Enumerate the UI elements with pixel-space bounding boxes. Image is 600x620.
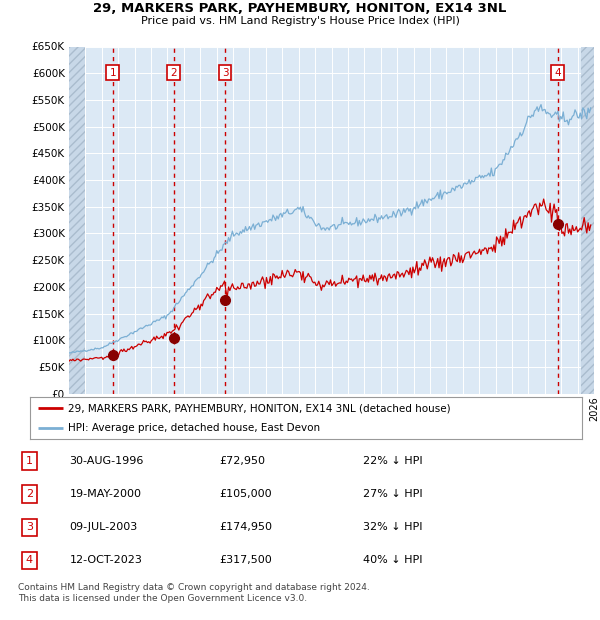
Text: £174,950: £174,950 — [220, 523, 272, 533]
Text: 29, MARKERS PARK, PAYHEMBURY, HONITON, EX14 3NL (detached house): 29, MARKERS PARK, PAYHEMBURY, HONITON, E… — [68, 403, 450, 413]
Text: HPI: Average price, detached house, East Devon: HPI: Average price, detached house, East… — [68, 423, 320, 433]
Text: 40% ↓ HPI: 40% ↓ HPI — [364, 556, 423, 565]
Text: 27% ↓ HPI: 27% ↓ HPI — [364, 489, 423, 499]
Text: 12-OCT-2023: 12-OCT-2023 — [70, 556, 142, 565]
Text: £317,500: £317,500 — [220, 556, 272, 565]
Text: 19-MAY-2000: 19-MAY-2000 — [70, 489, 142, 499]
Text: £72,950: £72,950 — [220, 456, 265, 466]
Bar — [581, 46, 596, 394]
Text: This data is licensed under the Open Government Licence v3.0.: This data is licensed under the Open Gov… — [18, 594, 307, 603]
Text: 4: 4 — [554, 68, 561, 78]
Text: £105,000: £105,000 — [220, 489, 272, 499]
Text: 1: 1 — [109, 68, 116, 78]
Text: Contains HM Land Registry data © Crown copyright and database right 2024.: Contains HM Land Registry data © Crown c… — [18, 583, 370, 592]
Text: 3: 3 — [222, 68, 229, 78]
Text: 1: 1 — [26, 456, 33, 466]
Text: 2: 2 — [170, 68, 177, 78]
Text: 09-JUL-2003: 09-JUL-2003 — [70, 523, 138, 533]
Text: 30-AUG-1996: 30-AUG-1996 — [70, 456, 144, 466]
Text: 2: 2 — [26, 489, 33, 499]
Text: 29, MARKERS PARK, PAYHEMBURY, HONITON, EX14 3NL: 29, MARKERS PARK, PAYHEMBURY, HONITON, E… — [94, 2, 506, 15]
Bar — [69, 46, 85, 394]
Text: 32% ↓ HPI: 32% ↓ HPI — [364, 523, 423, 533]
Text: Price paid vs. HM Land Registry's House Price Index (HPI): Price paid vs. HM Land Registry's House … — [140, 16, 460, 25]
Text: 3: 3 — [26, 523, 33, 533]
Text: 22% ↓ HPI: 22% ↓ HPI — [364, 456, 423, 466]
Text: 4: 4 — [26, 556, 33, 565]
